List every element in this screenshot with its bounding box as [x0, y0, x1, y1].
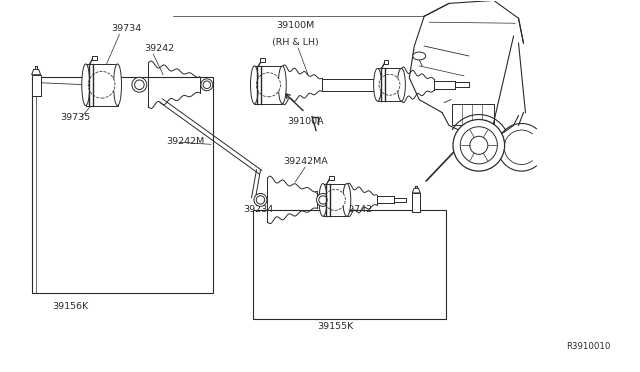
- Ellipse shape: [250, 66, 259, 104]
- Circle shape: [201, 79, 213, 91]
- Ellipse shape: [413, 52, 426, 60]
- Circle shape: [132, 77, 147, 92]
- Text: 39234: 39234: [243, 205, 273, 214]
- Circle shape: [256, 196, 264, 204]
- Ellipse shape: [374, 68, 381, 101]
- Text: 39242MA: 39242MA: [283, 157, 328, 166]
- Polygon shape: [412, 188, 420, 193]
- Circle shape: [460, 127, 497, 164]
- Text: 39242M: 39242M: [166, 137, 204, 146]
- Circle shape: [254, 193, 267, 206]
- Text: 39735: 39735: [60, 113, 90, 122]
- Circle shape: [379, 74, 400, 95]
- Bar: [260, 58, 266, 62]
- Polygon shape: [31, 69, 40, 75]
- Bar: [32, 77, 213, 293]
- Bar: [412, 193, 420, 212]
- Circle shape: [256, 73, 280, 97]
- Bar: [86, 64, 118, 106]
- Ellipse shape: [278, 66, 286, 104]
- Bar: [452, 104, 493, 125]
- Circle shape: [324, 189, 346, 211]
- Ellipse shape: [343, 183, 351, 216]
- Text: 39156K: 39156K: [52, 302, 88, 311]
- Bar: [31, 75, 40, 96]
- Text: 39100A: 39100A: [287, 118, 323, 126]
- Bar: [378, 68, 401, 101]
- Ellipse shape: [82, 64, 90, 106]
- Circle shape: [134, 80, 144, 90]
- Circle shape: [319, 196, 327, 204]
- Bar: [92, 56, 97, 60]
- Circle shape: [453, 119, 504, 171]
- Ellipse shape: [397, 68, 405, 101]
- Bar: [329, 176, 334, 180]
- Circle shape: [88, 71, 115, 98]
- Bar: [323, 183, 347, 216]
- Bar: [253, 210, 446, 319]
- Text: 39742: 39742: [342, 205, 372, 214]
- Text: (RH & LH): (RH & LH): [272, 38, 319, 47]
- Text: 39100M: 39100M: [276, 21, 314, 30]
- Text: 39155K: 39155K: [317, 322, 353, 331]
- Circle shape: [317, 193, 330, 206]
- Ellipse shape: [113, 64, 122, 106]
- Circle shape: [470, 136, 488, 154]
- Text: 39734: 39734: [111, 24, 141, 33]
- Circle shape: [203, 81, 211, 89]
- Text: 39242: 39242: [144, 44, 174, 53]
- Ellipse shape: [319, 183, 327, 216]
- Bar: [255, 66, 282, 104]
- Bar: [383, 60, 388, 64]
- Text: R3910010: R3910010: [566, 342, 610, 351]
